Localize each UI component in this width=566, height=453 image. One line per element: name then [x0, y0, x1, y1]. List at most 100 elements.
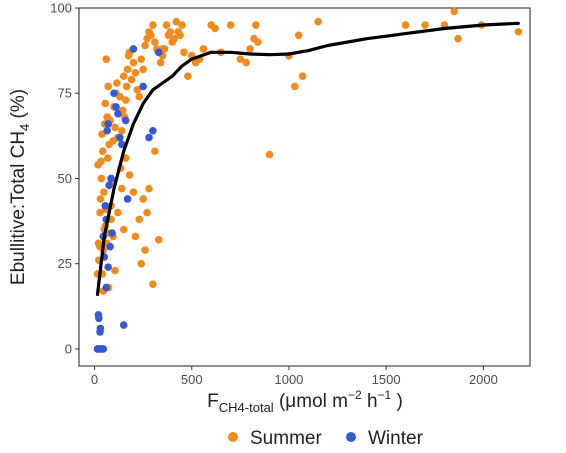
- data-point-winter: [101, 201, 110, 210]
- y-axis-title: Ebullitive:Total CH4 (%): [8, 89, 32, 285]
- data-point-summer: [139, 65, 147, 74]
- y-axis-title-main: Ebullitive:Total CH: [8, 131, 29, 285]
- data-point-summer: [117, 184, 126, 193]
- data-point-summer: [119, 72, 128, 80]
- data-point-summer: [162, 21, 171, 29]
- data-point-winter: [107, 174, 115, 183]
- data-point-winter: [114, 109, 122, 118]
- data-point-summer: [514, 28, 523, 36]
- data-point-summer: [226, 21, 235, 29]
- x-tick-label: 2000: [469, 372, 498, 387]
- data-point-summer: [180, 48, 188, 57]
- data-point-summer: [211, 24, 219, 33]
- data-point-winter: [106, 242, 114, 251]
- y-tick-label: 0: [65, 341, 72, 356]
- data-point-winter: [149, 126, 157, 135]
- x-axis-title-units-open: (μmol m: [274, 391, 348, 412]
- data-point-summer: [135, 215, 144, 224]
- data-point-summer: [184, 72, 192, 80]
- data-point-summer: [166, 28, 175, 36]
- data-point-summer: [454, 34, 462, 43]
- data-point-winter: [117, 140, 126, 149]
- data-point-summer: [145, 184, 153, 193]
- data-point-summer: [121, 96, 130, 104]
- x-axis-title-superscript-2: −1: [378, 388, 392, 402]
- data-point-summer: [129, 58, 138, 67]
- data-point-summer: [170, 34, 179, 43]
- data-point-summer: [421, 21, 429, 29]
- data-point-summer: [149, 21, 157, 29]
- data-point-summer: [450, 7, 458, 16]
- x-axis-title-main: F: [207, 391, 219, 412]
- data-point-summer: [111, 266, 119, 275]
- x-tick-label: 0: [91, 372, 98, 387]
- data-point-summer: [125, 171, 134, 179]
- data-point-winter: [139, 82, 147, 91]
- data-point-summer: [114, 208, 122, 217]
- data-point-winter: [108, 229, 116, 237]
- data-point-summer: [199, 45, 208, 53]
- legend-label-winter: Winter: [368, 428, 424, 449]
- data-point-summer: [246, 45, 254, 53]
- x-tick-label: 500: [181, 372, 203, 387]
- data-point-summer: [254, 38, 262, 46]
- x-axis-title-superscript-1: −2: [348, 388, 362, 402]
- data-point-summer: [143, 208, 151, 217]
- data-point-summer: [113, 79, 121, 87]
- data-point-summer: [141, 41, 149, 50]
- data-point-summer: [401, 21, 410, 29]
- data-point-summer: [151, 147, 159, 155]
- data-point-winter: [154, 48, 163, 57]
- data-point-summer: [127, 75, 136, 84]
- data-point-winter: [105, 181, 113, 190]
- data-point-summer: [139, 195, 147, 203]
- legend: Summer Winter: [228, 428, 424, 449]
- x-tick-label: 1500: [372, 372, 401, 387]
- data-point-winter: [102, 283, 111, 292]
- legend-marker-summer: [228, 432, 238, 442]
- data-point-summer: [119, 225, 128, 234]
- points-layer: [93, 7, 523, 353]
- data-point-summer: [133, 86, 142, 94]
- x-axis-title: FCH4-total (μmol m−2 h−1 ): [207, 388, 403, 415]
- data-point-summer: [135, 92, 144, 101]
- data-point-summer: [100, 188, 108, 196]
- data-point-summer: [117, 126, 126, 135]
- data-point-winter: [104, 263, 112, 271]
- y-axis-ticks: 0 25 50 75 100: [50, 1, 79, 356]
- data-point-summer: [96, 195, 105, 203]
- data-point-summer: [101, 99, 110, 108]
- data-point-summer: [103, 154, 112, 162]
- x-axis-ticks: 0 500 1000 1500 2000: [91, 366, 498, 387]
- data-point-winter: [145, 133, 153, 142]
- data-point-summer: [242, 58, 250, 67]
- data-point-summer: [252, 21, 260, 29]
- legend-marker-winter: [346, 432, 356, 442]
- y-tick-label: 100: [50, 1, 72, 16]
- data-point-summer: [154, 236, 163, 244]
- data-point-winter: [112, 103, 120, 111]
- x-axis-title-units-mid: h: [362, 391, 378, 412]
- data-point-summer: [265, 150, 274, 159]
- data-point-summer: [151, 38, 159, 46]
- data-point-summer: [156, 58, 165, 67]
- data-point-summer: [97, 174, 106, 183]
- data-point-summer: [97, 157, 105, 166]
- data-point-summer: [147, 31, 155, 40]
- data-point-winter: [116, 133, 124, 142]
- data-point-summer: [236, 55, 245, 63]
- data-point-summer: [298, 72, 307, 80]
- data-point-summer: [104, 82, 112, 91]
- data-point-winter: [119, 321, 128, 329]
- data-point-winter: [129, 45, 138, 53]
- y-tick-label: 75: [58, 86, 72, 101]
- data-point-winter: [103, 126, 111, 135]
- data-point-winter: [110, 89, 118, 98]
- data-point-summer: [314, 17, 322, 26]
- data-point-summer: [176, 31, 184, 40]
- data-point-summer: [137, 259, 146, 268]
- data-point-summer: [96, 208, 104, 217]
- data-point-summer: [290, 82, 299, 91]
- y-axis-title-units: (%): [8, 89, 29, 124]
